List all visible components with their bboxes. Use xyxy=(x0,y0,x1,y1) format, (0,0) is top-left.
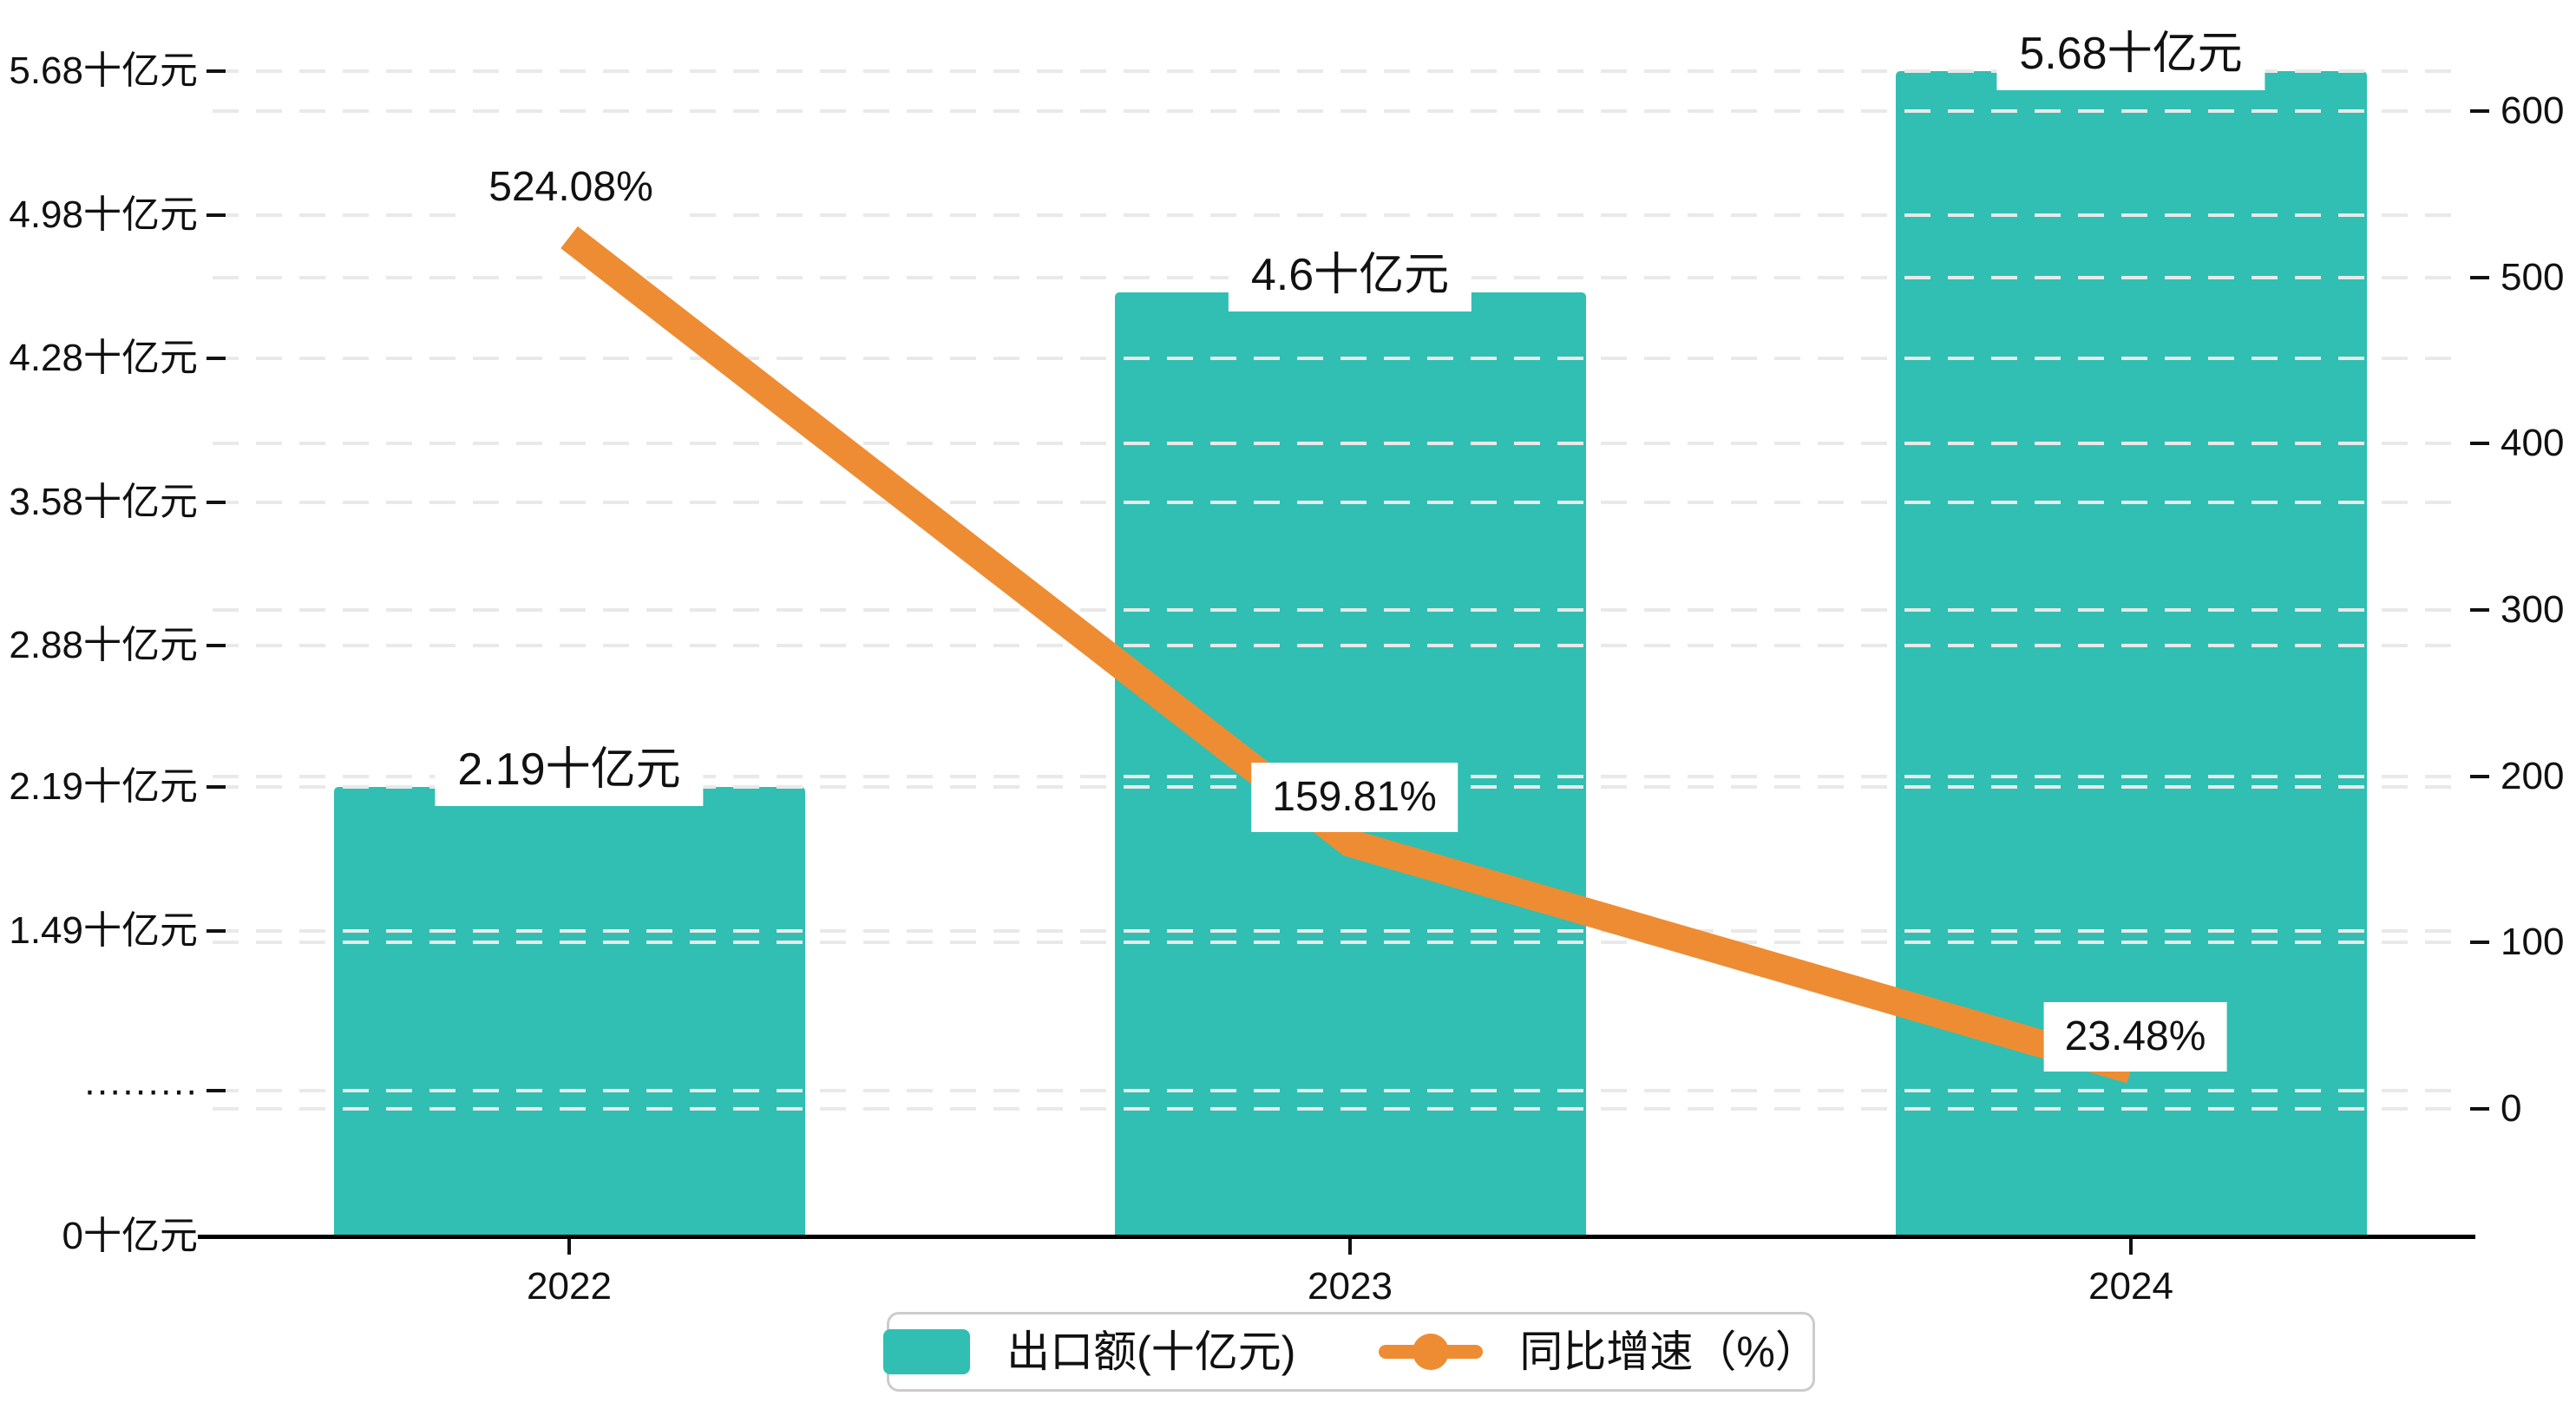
x-axis-label-2022: 2022 xyxy=(527,1265,612,1308)
left-axis-tick-label: ········· xyxy=(83,1069,198,1112)
gridline-right-axis xyxy=(213,941,2468,945)
left-axis-tick-mark xyxy=(206,500,226,504)
gridline-left-axis xyxy=(213,500,2468,504)
right-axis-tick-mark xyxy=(2470,608,2489,612)
right-axis-tick-label: 100 xyxy=(2501,921,2565,964)
legend-label-exports: 出口额(十亿元) xyxy=(1006,1328,1296,1376)
line-series-marker-icon xyxy=(1379,1334,1484,1370)
bar-value-label: 2.19十亿元 xyxy=(435,733,704,807)
bar-2022[interactable] xyxy=(333,787,805,1236)
left-axis-tick-label: 5.68十亿元 xyxy=(9,49,198,92)
bar-value-label: 4.6十亿元 xyxy=(1228,239,1472,312)
gridline-left-axis xyxy=(213,644,2468,648)
left-axis-tick-label: 2.88十亿元 xyxy=(9,624,198,667)
right-axis-tick-mark xyxy=(2470,275,2489,279)
gridline-left-axis xyxy=(213,1089,2468,1093)
right-axis-tick-label: 0 xyxy=(2501,1087,2522,1130)
legend: 出口额(十亿元) 同比增速（%） xyxy=(883,1312,1819,1392)
gridline-left-axis xyxy=(213,357,2468,361)
left-axis-tick-mark xyxy=(206,644,226,648)
left-axis-tick-mark xyxy=(206,357,226,361)
bar-series-swatch-icon xyxy=(883,1329,971,1374)
right-axis-tick-mark xyxy=(2470,1107,2489,1111)
x-axis-line xyxy=(198,1235,2475,1239)
gridline-right-axis xyxy=(213,442,2468,446)
x-axis-tick-mark xyxy=(1348,1239,1352,1255)
gridline-right-axis xyxy=(213,109,2468,113)
left-axis-tick-mark xyxy=(206,785,226,790)
left-axis-tick-label: 4.98十亿元 xyxy=(9,193,198,236)
right-axis-tick-label: 400 xyxy=(2501,422,2565,465)
right-axis-tick-mark xyxy=(2470,941,2489,945)
gridline-right-axis xyxy=(213,1107,2468,1111)
bar-value-label: 5.68十亿元 xyxy=(1996,17,2265,90)
left-axis-tick-label: 1.49十亿元 xyxy=(9,908,198,952)
growth-value-label: 159.81% xyxy=(1251,762,1458,832)
right-axis-tick-label: 500 xyxy=(2501,255,2565,298)
growth-value-label: 524.08% xyxy=(468,152,674,222)
line-series-dot-icon xyxy=(1413,1334,1450,1370)
right-axis-tick-mark xyxy=(2470,109,2489,113)
gridline-right-axis xyxy=(213,608,2468,612)
legend-item-exports[interactable]: 出口额(十亿元) xyxy=(883,1328,1295,1375)
right-axis-tick-label: 300 xyxy=(2501,588,2565,631)
growth-rate-line[interactable] xyxy=(560,226,2135,1084)
x-axis-label-2024: 2024 xyxy=(2088,1265,2173,1308)
left-axis-tick-mark xyxy=(206,1089,226,1093)
left-axis-tick-mark xyxy=(206,213,226,217)
right-axis-tick-label: 600 xyxy=(2501,89,2565,132)
x-axis-label-2023: 2023 xyxy=(1308,1265,1393,1308)
legend-item-growth[interactable]: 同比增速（%） xyxy=(1379,1328,1819,1376)
left-axis-tick-label: 0十亿元 xyxy=(62,1215,198,1257)
left-axis-tick-label: 2.19十亿元 xyxy=(9,765,198,809)
gridline-left-axis xyxy=(213,213,2468,217)
right-axis-tick-mark xyxy=(2470,442,2489,446)
left-axis-tick-mark xyxy=(206,928,226,933)
x-axis-tick-mark xyxy=(567,1239,571,1255)
x-axis-tick-mark xyxy=(2129,1239,2133,1255)
gridline-left-axis xyxy=(213,928,2468,933)
left-axis-tick-label: 3.58十亿元 xyxy=(9,480,198,523)
left-axis-tick-mark xyxy=(206,69,226,73)
right-axis-tick-mark xyxy=(2470,774,2489,778)
growth-value-label: 23.48% xyxy=(2043,1001,2227,1072)
right-axis-tick-label: 200 xyxy=(2501,754,2565,797)
gridline-left-axis xyxy=(213,69,2468,73)
left-axis-tick-label: 4.28十亿元 xyxy=(9,337,198,380)
legend-label-growth: 同比增速（%） xyxy=(1519,1328,1819,1376)
